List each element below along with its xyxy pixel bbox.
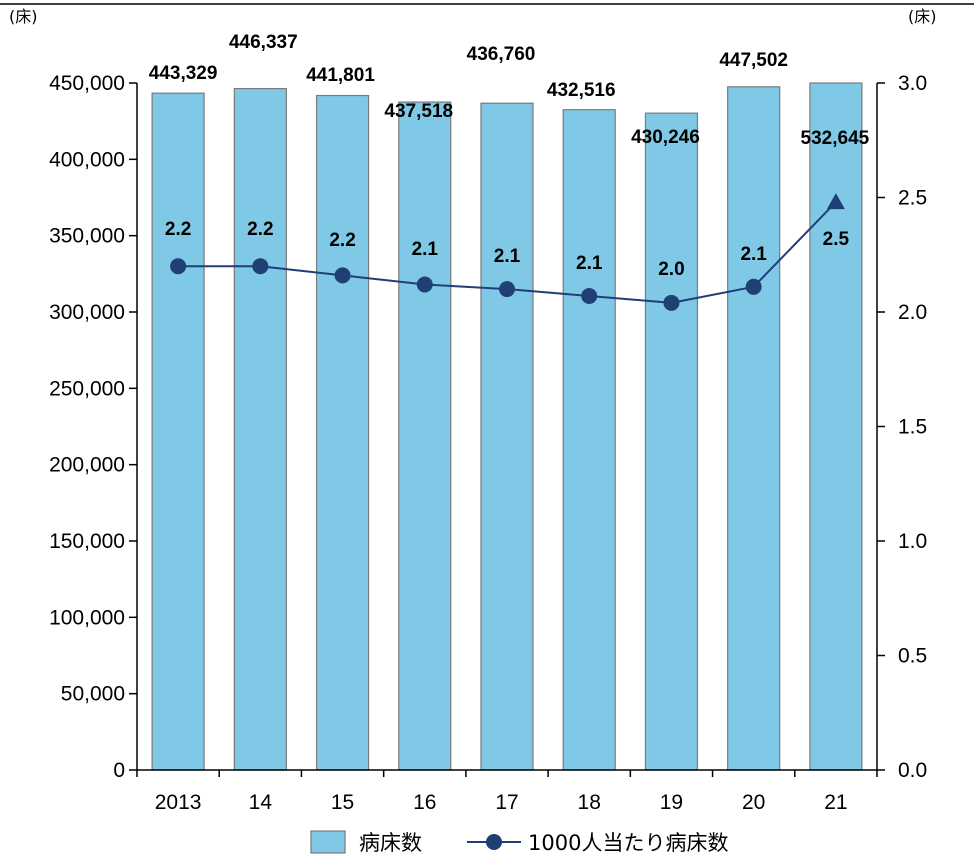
left-tick-label: 350,000 [49, 225, 125, 248]
line-marker-14 [252, 258, 269, 275]
left-tick-label: 250,000 [49, 377, 125, 400]
line-value-label-20: 2.1 [740, 244, 767, 265]
line-value-label-2013: 2.2 [165, 219, 191, 240]
line-marker-19 [663, 294, 680, 311]
left-tick-label: 0 [113, 759, 125, 782]
bar-value-label-19: 430,246 [631, 127, 700, 148]
legend-label-line: 1000人当たり病床数 [528, 831, 728, 855]
right-tick-label: 2.5 [898, 187, 927, 210]
bar-21 [809, 82, 863, 771]
x-tick-label-16: 16 [413, 791, 436, 814]
line-marker-21 [826, 193, 845, 210]
plot-area: 0 50,000 100,000 150,000 200,000 250,000 300,0… [49, 32, 927, 814]
bar-16 [398, 101, 452, 771]
bar-value-label-14: 446,337 [229, 32, 298, 53]
legend-swatch-bar [310, 830, 346, 854]
bar-value-label-18: 432,516 [547, 80, 616, 101]
bar-20 [727, 86, 781, 771]
bar-value-label-20: 447,502 [719, 50, 788, 71]
bar-2013 [151, 92, 205, 771]
left-tick-label: 50,000 [61, 683, 125, 706]
left-tick-label: 150,000 [49, 530, 125, 553]
line-marker-17 [499, 281, 515, 298]
x-tick-label-2013: 2013 [155, 791, 202, 814]
line-marker-15 [334, 267, 351, 284]
bar-value-label-2013: 443,329 [149, 63, 218, 84]
left-tick-label: 450,000 [49, 72, 125, 95]
line-marker-2013 [170, 258, 187, 275]
right-tick-label: 2.0 [898, 301, 927, 324]
legend: 病床数 1000人当たり病床数 [310, 830, 728, 855]
bar-14 [233, 87, 287, 771]
line-marker-18 [581, 287, 598, 304]
right-tick-label: 1.5 [898, 416, 927, 439]
bar-15 [315, 94, 370, 771]
legend-line-marker [486, 834, 502, 850]
line-value-label-14: 2.2 [247, 219, 273, 240]
bar-18 [562, 109, 616, 771]
x-tick-label-15: 15 [331, 791, 354, 814]
line-value-label-15: 2.2 [329, 230, 355, 251]
left-axis-unit: (床) [9, 7, 38, 26]
x-tick-label-21: 21 [824, 791, 847, 814]
bar-value-label-16: 437,518 [384, 101, 453, 122]
x-tick-label-20: 20 [742, 791, 765, 814]
bar-value-label-17: 436,760 [467, 44, 536, 65]
line-value-label-18: 2.1 [576, 253, 603, 274]
line-value-label-21: 2.5 [823, 229, 850, 250]
right-tick-label: 0.5 [898, 645, 927, 668]
line-marker-16 [416, 276, 433, 293]
line-value-label-16: 2.1 [412, 239, 439, 260]
bar-value-label-21: 532,645 [801, 128, 870, 149]
left-tick-label: 300,000 [49, 301, 125, 324]
right-tick-label: 0.0 [898, 759, 927, 782]
right-axis-unit: (床) [908, 7, 937, 26]
left-tick-label: 100,000 [49, 606, 125, 629]
legend-label-bar: 病床数 [359, 831, 422, 855]
x-tick-label-14: 14 [249, 791, 273, 814]
bar-17 [480, 102, 534, 771]
bar-value-label-15: 441,801 [306, 65, 375, 86]
bar-19 [644, 112, 699, 771]
x-tick-label-18: 18 [578, 791, 601, 814]
right-tick-label: 3.0 [898, 72, 927, 95]
line-value-label-17: 2.1 [494, 246, 521, 267]
line-value-label-19: 2.0 [658, 259, 684, 280]
right-tick-label: 1.0 [898, 530, 927, 553]
line-marker-20 [745, 278, 762, 295]
x-tick-label-17: 17 [495, 791, 518, 814]
left-tick-label: 200,000 [49, 454, 125, 477]
left-tick-label: 400,000 [49, 148, 125, 171]
x-tick-label-19: 19 [660, 791, 683, 814]
